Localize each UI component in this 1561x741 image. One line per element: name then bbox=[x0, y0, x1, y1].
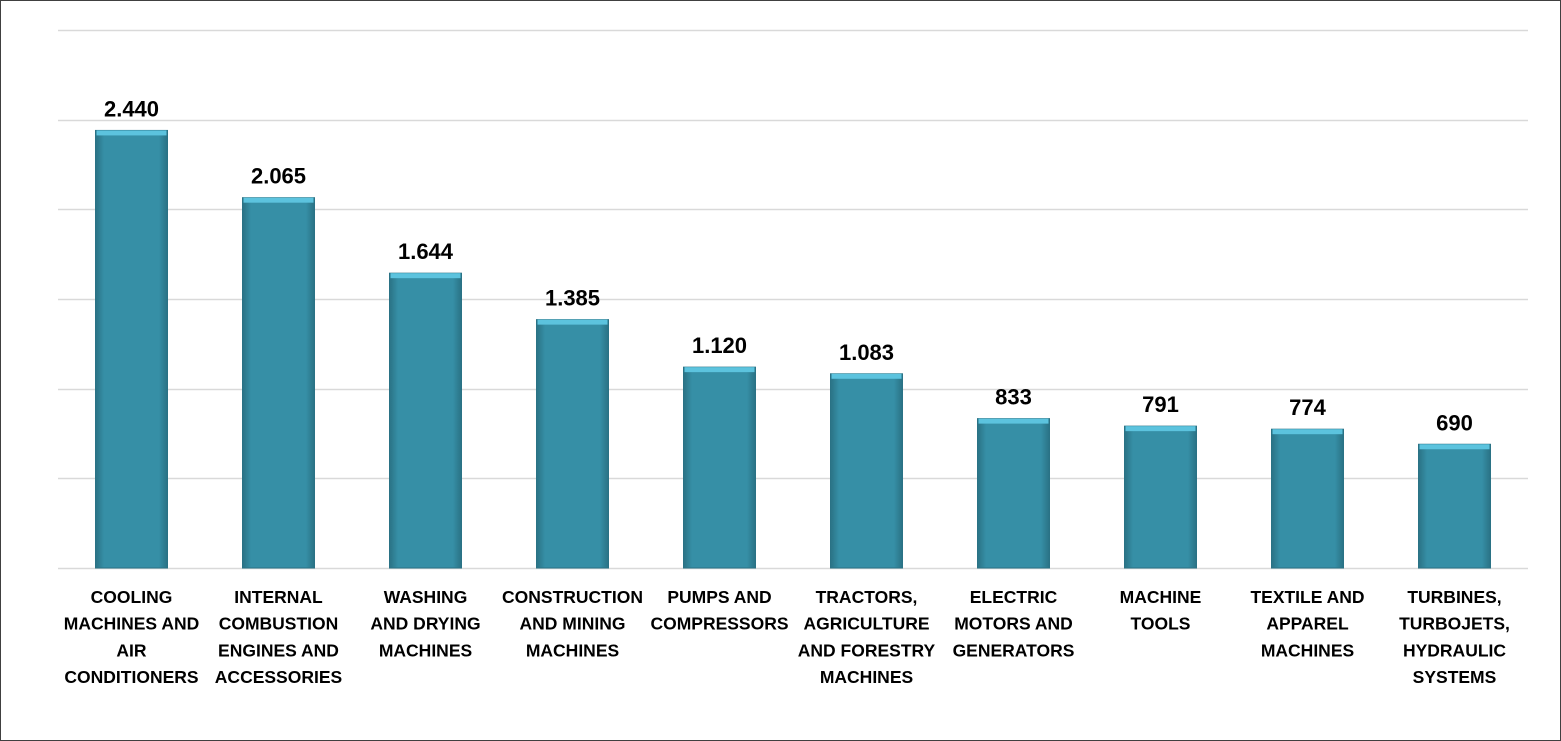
bar-top-highlight bbox=[96, 130, 167, 136]
data-label: 1.644 bbox=[398, 239, 454, 264]
bar-top-highlight bbox=[684, 367, 755, 373]
bar bbox=[536, 319, 609, 569]
category-label-line: CONSTRUCTION bbox=[502, 587, 643, 607]
bar bbox=[1418, 443, 1491, 569]
category-label-line: MACHINES bbox=[820, 667, 913, 687]
category-label-line: AIR bbox=[116, 640, 147, 660]
category-label-line: ELECTRIC bbox=[970, 587, 1058, 607]
category-label: TURBINES, TURBOJETS, HYDRAULIC SYSTEMS bbox=[1399, 587, 1510, 687]
bar-top-highlight bbox=[390, 273, 461, 279]
category-label-line: TRACTORS, bbox=[816, 587, 918, 607]
category-label: TRACTORS, AGRICULTURE AND FORESTRY MACHINES bbox=[798, 587, 936, 687]
category-label-line: CONDITIONERS bbox=[64, 667, 198, 687]
category-label-line: MOTORS AND bbox=[954, 614, 1073, 634]
bar-top-highlight bbox=[978, 418, 1049, 424]
bar-top-highlight bbox=[1419, 444, 1490, 450]
category-label-line: TEXTILE AND bbox=[1250, 587, 1364, 607]
category-label: ELECTRIC MOTORS AND GENERATORS bbox=[953, 587, 1075, 660]
category-label-line: TOOLS bbox=[1131, 614, 1191, 634]
category-label-line: GENERATORS bbox=[953, 640, 1075, 660]
category-label-line: ACCESSORIES bbox=[215, 667, 342, 687]
category-label-line: MACHINE bbox=[1120, 587, 1202, 607]
category-label-line: TURBINES, bbox=[1407, 587, 1501, 607]
category-label-line: ENGINES AND bbox=[218, 640, 339, 660]
data-label: 1.385 bbox=[545, 286, 600, 311]
bar-top-highlight bbox=[1272, 429, 1343, 435]
bar-top-highlight bbox=[537, 319, 608, 325]
category-label-line: AGRICULTURE bbox=[803, 614, 929, 634]
category-label-line: MACHINES bbox=[379, 640, 472, 660]
bar bbox=[95, 129, 168, 569]
category-label: WASHING AND DRYING MACHINES bbox=[370, 587, 480, 660]
data-label: 791 bbox=[1142, 392, 1179, 417]
bar bbox=[242, 197, 315, 569]
category-label-line: AND FORESTRY bbox=[798, 640, 936, 660]
category-label: TEXTILE AND APPAREL MACHINES bbox=[1250, 587, 1364, 660]
bar bbox=[1271, 428, 1344, 569]
data-label: 2.065 bbox=[251, 164, 306, 189]
category-label-line: WASHING bbox=[384, 587, 468, 607]
category-label-line: MACHINES bbox=[526, 640, 619, 660]
category-label-line: COOLING bbox=[91, 587, 173, 607]
data-label: 2.440 bbox=[104, 96, 159, 121]
category-label: CONSTRUCTION AND MINING MACHINES bbox=[502, 587, 643, 660]
category-label-line: COMBUSTION bbox=[219, 614, 339, 634]
category-label-line: SYSTEMS bbox=[1413, 667, 1497, 687]
category-label-line: INTERNAL bbox=[234, 587, 323, 607]
category-label: MACHINE TOOLS bbox=[1120, 587, 1202, 634]
data-label: 1.120 bbox=[692, 333, 747, 358]
category-label: PUMPS AND COMPRESSORS bbox=[650, 587, 788, 634]
data-label: 690 bbox=[1436, 410, 1473, 435]
category-label-line: MACHINES bbox=[1261, 640, 1354, 660]
data-label: 833 bbox=[995, 385, 1032, 410]
category-label-line: HYDRAULIC bbox=[1403, 640, 1506, 660]
category-label-line: COMPRESSORS bbox=[650, 614, 788, 634]
category-label-line: APPAREL bbox=[1266, 614, 1349, 634]
category-label-line: PUMPS AND bbox=[667, 587, 771, 607]
bar bbox=[1124, 425, 1197, 569]
bar-top-highlight bbox=[1125, 426, 1196, 432]
data-label: 774 bbox=[1289, 395, 1326, 420]
bar bbox=[683, 366, 756, 569]
category-label-line: TURBOJETS, bbox=[1399, 614, 1510, 634]
bar-top-highlight bbox=[243, 197, 314, 203]
bar-top-highlight bbox=[831, 373, 902, 379]
bar bbox=[389, 272, 462, 569]
category-label-line: AND MINING bbox=[520, 614, 626, 634]
data-label: 1.083 bbox=[839, 340, 894, 365]
category-label: COOLING MACHINES AND AIR CONDITIONERS bbox=[64, 587, 199, 687]
category-label: INTERNAL COMBUSTION ENGINES AND ACCESSORIES bbox=[215, 587, 342, 687]
bar bbox=[977, 418, 1050, 569]
bar bbox=[830, 373, 903, 569]
category-label-line: MACHINES AND bbox=[64, 614, 199, 634]
category-label-line: AND DRYING bbox=[370, 614, 480, 634]
